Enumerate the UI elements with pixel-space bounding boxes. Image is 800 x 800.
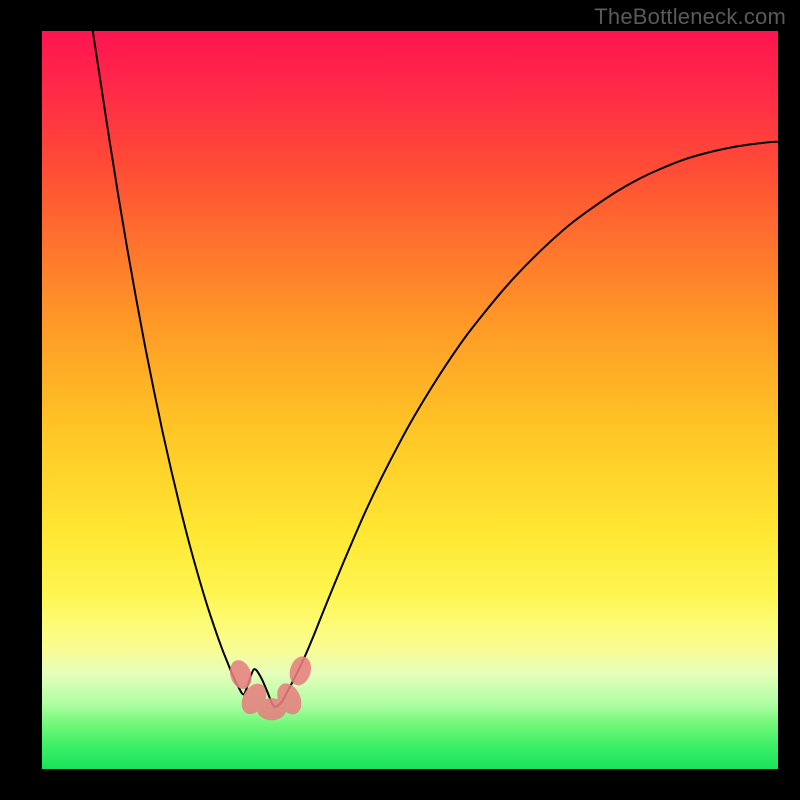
- dip-marker: [226, 657, 255, 691]
- curve-dip-markers: [226, 654, 314, 720]
- dip-marker: [273, 680, 306, 719]
- chart-svg-layer: [42, 31, 778, 769]
- dip-marker: [237, 679, 272, 718]
- watermark-text: TheBottleneck.com: [594, 4, 786, 30]
- dip-marker: [257, 698, 286, 720]
- bottleneck-curve: [93, 31, 778, 707]
- dip-marker: [286, 654, 314, 688]
- chart-plot-area: [42, 31, 778, 769]
